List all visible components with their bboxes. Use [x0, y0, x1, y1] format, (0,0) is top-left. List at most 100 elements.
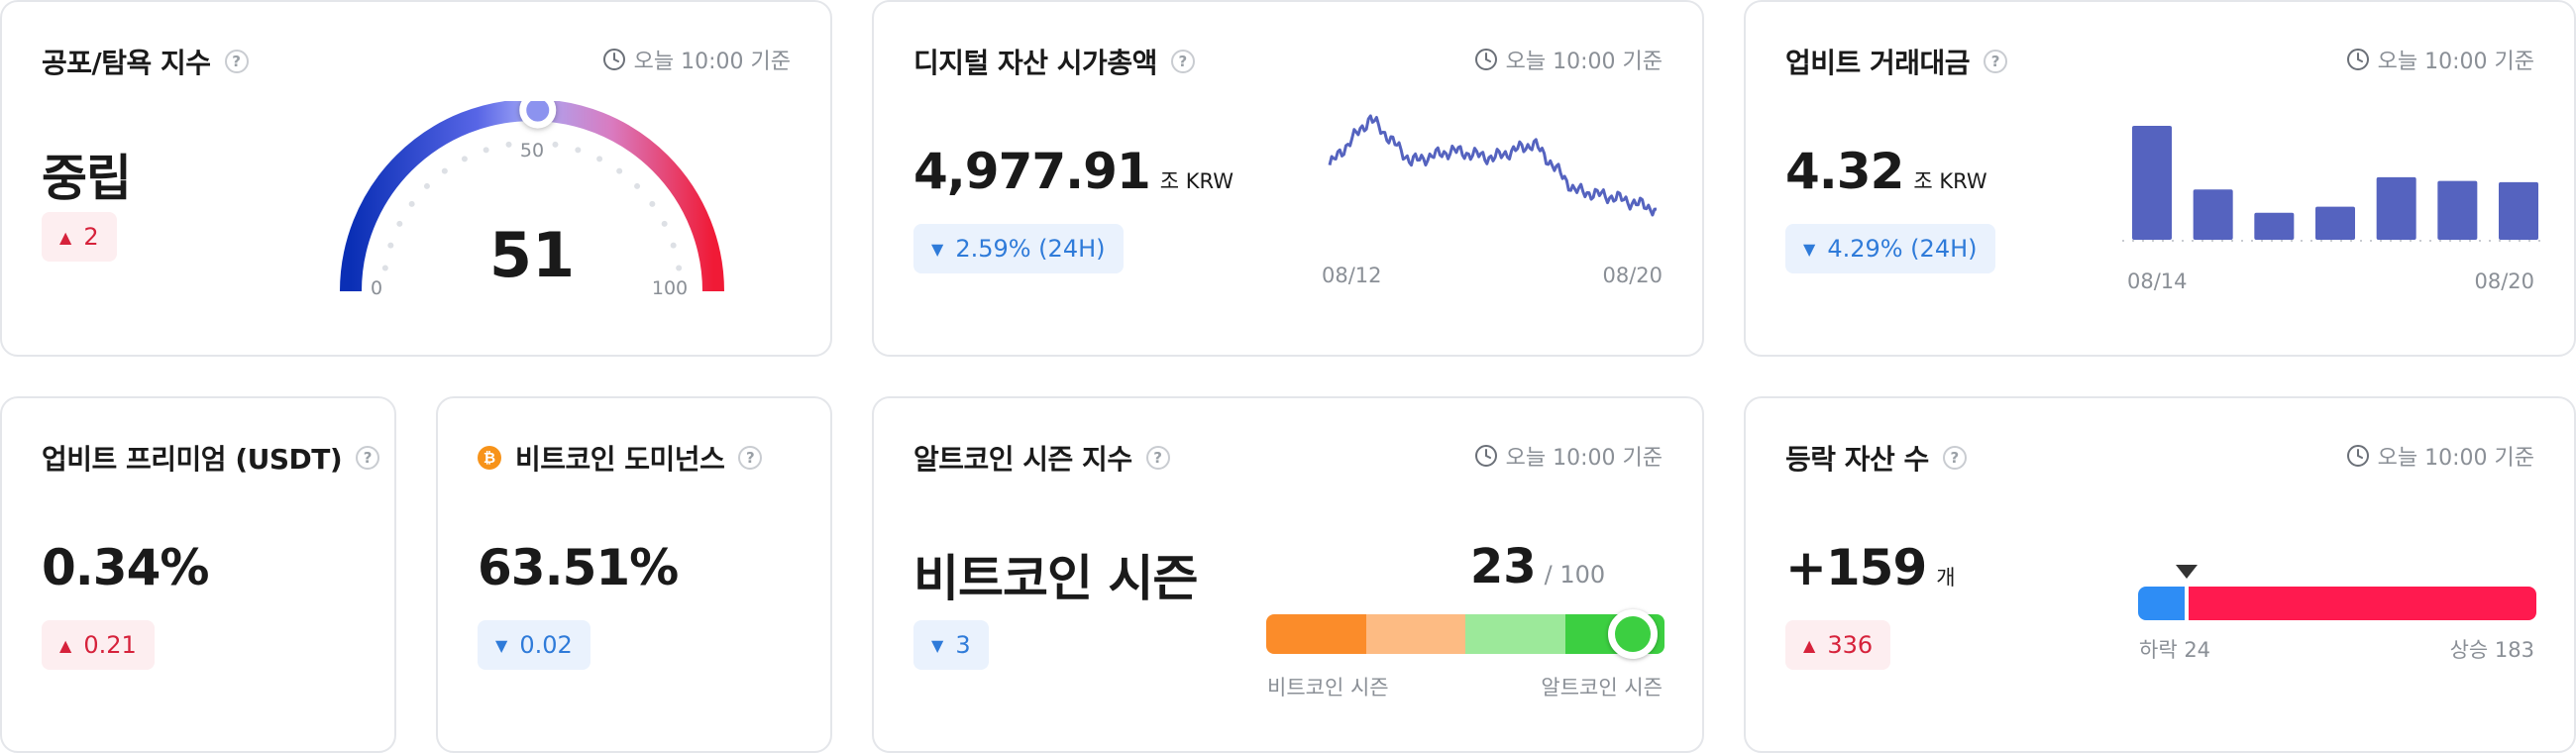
- change-badge: ▲ 336: [1785, 620, 1891, 670]
- timestamp: 오늘 10:00 기준: [602, 44, 791, 75]
- advancers-value: +159 개: [1785, 539, 1956, 596]
- gauge-tick-dot: [670, 242, 677, 249]
- gauge-tick-dot: [552, 141, 559, 148]
- gauge-knob: [519, 101, 557, 129]
- card-title: 등락 자산 수: [1785, 443, 1929, 476]
- up-arrow-icon: ▲: [59, 227, 72, 247]
- premium-value: 0.34%: [42, 539, 209, 596]
- volume-bar: [2315, 206, 2355, 240]
- clock-icon: [1474, 445, 1497, 467]
- gauge-tick-dot: [634, 182, 641, 189]
- change-badge: ▼ 3: [913, 620, 989, 670]
- gauge-tick-dot: [661, 220, 668, 227]
- x-axis-end-label: 08/20: [2474, 269, 2534, 293]
- gauge-tick-dot: [381, 265, 388, 271]
- timestamp: 오늘 10:00 기준: [1474, 440, 1663, 472]
- help-icon[interactable]: ?: [1984, 50, 2008, 73]
- up-arrow-icon: ▲: [59, 635, 72, 655]
- help-icon[interactable]: ?: [1170, 50, 1195, 73]
- card-title: 업비트 거래대금: [1785, 47, 1971, 79]
- x-axis-end-label: 08/20: [1602, 264, 1663, 287]
- change-badge: ▲ 0.21: [42, 620, 155, 670]
- season-status: 비트코인 시즌: [913, 550, 1198, 607]
- btc-dominance-card: ₿ 비트코인 도미넌스 ? 63.51% ▼ 0.02: [436, 396, 832, 753]
- card-title: 알트코인 시즌 지수: [913, 443, 1132, 476]
- gauge-tick-dot: [575, 147, 582, 154]
- help-icon[interactable]: ?: [224, 50, 249, 73]
- market-cap-value: 4,977.91 조 KRW: [913, 143, 1234, 200]
- help-icon[interactable]: ?: [1145, 446, 1170, 470]
- down-arrow-icon: ▼: [931, 635, 944, 655]
- advance-decline-bar: [2138, 587, 2536, 620]
- bitcoin-season-label: 비트코인 시즌: [1267, 676, 1389, 699]
- gauge-tick-dot: [676, 265, 683, 271]
- advance-count-label: 상승 183: [2449, 638, 2534, 662]
- season-bar: [1266, 614, 1664, 654]
- clock-icon: [2346, 445, 2369, 467]
- market-cap-card: 디지털 자산 시가총액 ? 오늘 10:00 기준 4,977.91 조 KRW …: [872, 0, 1704, 357]
- clock-icon: [1474, 49, 1497, 70]
- gauge-tick-dot: [441, 167, 448, 174]
- up-arrow-icon: ▲: [1803, 635, 1816, 655]
- fear-greed-card: 공포/탐욕 지수 ? 오늘 10:00 기준 중립 ▲ 2 0 50 100 5…: [0, 0, 832, 357]
- help-icon[interactable]: ?: [738, 446, 763, 470]
- gauge-tick-dot: [616, 167, 623, 174]
- down-arrow-icon: ▼: [495, 635, 508, 655]
- gauge-tick-dot: [461, 156, 468, 162]
- gauge-tick-dot: [396, 220, 403, 227]
- gauge-mid-label: 50: [520, 140, 544, 161]
- market-cap-series-line: [1328, 114, 1657, 217]
- down-arrow-icon: ▼: [931, 239, 944, 259]
- clock-icon: [2346, 49, 2369, 70]
- card-title: 디지털 자산 시가총액: [913, 47, 1157, 79]
- gauge-tick-dot: [387, 242, 394, 249]
- clock-icon: [602, 49, 625, 70]
- timestamp: 오늘 10:00 기준: [1474, 44, 1663, 75]
- volume-bar: [2376, 176, 2416, 240]
- dominance-value: 63.51%: [478, 539, 679, 596]
- gauge-min-label: 0: [371, 277, 382, 299]
- down-arrow-icon: ▼: [1803, 239, 1816, 259]
- timestamp: 오늘 10:00 기준: [2346, 44, 2534, 75]
- bitcoin-icon: ₿: [478, 446, 501, 470]
- volume-bar-chart: [2122, 126, 2548, 242]
- gauge-value: 51: [489, 219, 575, 291]
- market-cap-line-chart: [1328, 114, 1657, 217]
- upbit-volume-card: 업비트 거래대금 ? 오늘 10:00 기준 4.32 조 KRW ▼ 4.29%…: [1744, 0, 2576, 357]
- volume-bar: [2193, 189, 2233, 240]
- gauge-tick-dot: [483, 147, 489, 154]
- fear-greed-gauge: 0 50 100 51: [340, 101, 724, 299]
- volume-bar: [2254, 212, 2295, 240]
- change-badge: ▼ 0.02: [478, 620, 590, 670]
- card-title: 공포/탐욕 지수: [42, 47, 211, 79]
- help-icon[interactable]: ?: [356, 446, 380, 470]
- ratio-marker-icon: [2175, 565, 2198, 579]
- card-title: 업비트 프리미엄 (USDT): [42, 443, 343, 476]
- advancers-card: 등락 자산 수 ? 오늘 10:00 기준 +159 개 ▲ 336 하락 24 …: [1744, 396, 2576, 753]
- volume-bar: [2499, 181, 2538, 240]
- help-icon[interactable]: ?: [1942, 446, 1967, 470]
- altcoin-season-label: 알트코인 시즌: [1541, 676, 1663, 699]
- gauge-tick-dot: [596, 156, 603, 162]
- gauge-tick-dot: [649, 200, 656, 207]
- change-badge: ▼ 4.29% (24H): [1785, 224, 1995, 273]
- decline-segment: [2138, 587, 2185, 620]
- volume-value: 4.32 조 KRW: [1785, 143, 1987, 200]
- altseason-card: 알트코인 시즌 지수 ? 오늘 10:00 기준 비트코인 시즌 ▼ 3 23/…: [872, 396, 1704, 753]
- change-badge: ▲ 2: [42, 212, 117, 262]
- sentiment-status: 중립: [42, 150, 132, 207]
- gauge-tick-dot: [423, 182, 430, 189]
- gauge-max-label: 100: [652, 277, 688, 299]
- x-axis-start-label: 08/12: [1322, 264, 1382, 287]
- upbit-premium-card: 업비트 프리미엄 (USDT) ? 0.34% ▲ 0.21: [0, 396, 396, 753]
- advance-segment: [2188, 587, 2536, 620]
- x-axis-start-label: 08/14: [2127, 269, 2188, 293]
- volume-bar: [2437, 180, 2478, 240]
- change-badge: ▼ 2.59% (24H): [913, 224, 1124, 273]
- gauge-tick-dot: [505, 141, 512, 148]
- volume-bar: [2132, 126, 2172, 240]
- card-title: 비트코인 도미넌스: [515, 443, 725, 476]
- gauge-tick-dot: [408, 200, 415, 207]
- timestamp: 오늘 10:00 기준: [2346, 440, 2534, 472]
- season-indicator: [1607, 609, 1658, 659]
